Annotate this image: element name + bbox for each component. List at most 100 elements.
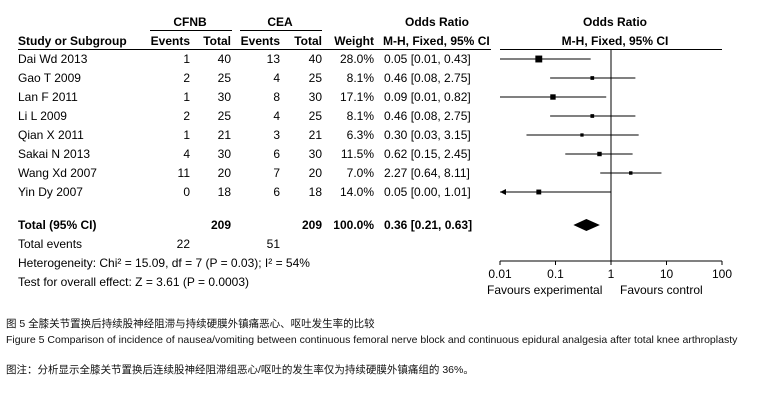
total2-value: 21	[308, 128, 322, 142]
odds-ratio-left-header: Odds Ratio	[404, 15, 469, 29]
overall-effect-text: Test for overall effect: Z = 3.61 (P = 0…	[18, 275, 250, 289]
events1-value: 2	[183, 71, 190, 85]
events2-value: 3	[273, 128, 280, 142]
point-estimate	[590, 76, 595, 80]
total1-column-header: Total	[203, 34, 231, 48]
weight-value: 17.1%	[339, 90, 374, 104]
total-events1: 22	[176, 237, 190, 251]
odds-ratio-right-header: Odds Ratio	[582, 15, 647, 29]
odds-ratio-text: 2.27 [0.64, 8.11]	[384, 166, 470, 180]
events1-column-header: Events	[150, 34, 190, 48]
group1-header: CFNB	[173, 15, 207, 29]
caption-chinese-title: 图 5 全膝关节置换后持续股神经阻滞与持续硬膜外镇痛恶心、呕吐发生率的比较	[6, 318, 375, 330]
x-axis-tick-label: 10	[660, 267, 674, 281]
events1-value: 4	[183, 147, 190, 161]
total2-value: 20	[308, 166, 322, 180]
point-estimate	[590, 114, 595, 118]
odds-ratio-text: 0.09 [0.01, 0.82]	[384, 90, 471, 104]
total2-value: 25	[308, 71, 322, 85]
weight-value: 14.0%	[339, 185, 374, 199]
total-events-label: Total events	[18, 237, 83, 251]
method-right-header: M-H, Fixed, 95% CI	[561, 34, 669, 48]
total2-value: 40	[308, 52, 322, 66]
point-estimate	[629, 171, 633, 175]
favours-control-label: Favours control	[620, 283, 703, 297]
caption-english-title: Figure 5 Comparison of incidence of naus…	[6, 334, 738, 346]
total2-sum: 209	[301, 218, 322, 232]
total1-value: 25	[217, 71, 231, 85]
favours-experimental-label: Favours experimental	[487, 283, 603, 297]
caption-chinese-note: 图注：分析显示全膝关节置换后连续股神经阻滞组恶心/呕吐的发生率仅为持续硬膜外镇痛…	[6, 364, 474, 376]
point-estimate	[550, 94, 556, 100]
forest-plot: 0.01 0.1 1 10 100	[488, 50, 732, 281]
point-estimate	[580, 133, 584, 137]
total1-value: 18	[217, 185, 231, 199]
total2-value: 18	[308, 185, 322, 199]
point-estimate	[535, 55, 543, 63]
events2-value: 13	[266, 52, 280, 66]
total2-value: 30	[308, 147, 322, 161]
weight-value: 8.1%	[346, 71, 374, 85]
x-axis-tick-label: 0.01	[488, 267, 512, 281]
events2-value: 7	[273, 166, 280, 180]
odds-ratio-text: 0.46 [0.08, 2.75]	[384, 71, 471, 85]
total1-value: 30	[217, 147, 231, 161]
header-rule-right	[500, 49, 722, 50]
study-name: Yin Dy 2007	[18, 185, 83, 199]
events1-value: 1	[183, 90, 190, 104]
odds-ratio-text: 0.46 [0.08, 2.75]	[384, 109, 471, 123]
odds-ratio-text: 0.30 [0.03, 3.15]	[384, 128, 471, 142]
total1-value: 30	[217, 90, 231, 104]
point-estimate	[597, 151, 602, 157]
heterogeneity-text: Heterogeneity: Chi² = 15.09, df = 7 (P =…	[18, 256, 310, 270]
study-name: Sakai N 2013	[18, 147, 91, 161]
weight-value: 28.0%	[339, 52, 374, 66]
x-axis-tick-label: 100	[712, 267, 732, 281]
odds-ratio-text: 0.62 [0.15, 2.45]	[384, 147, 471, 161]
study-name: Qian X 2011	[18, 128, 84, 142]
total-events2: 51	[266, 237, 280, 251]
point-estimate	[536, 189, 542, 195]
ci-arrow-left	[500, 189, 506, 195]
weight-value: 6.3%	[346, 128, 374, 142]
weight-value: 8.1%	[346, 109, 374, 123]
events2-value: 8	[273, 90, 280, 104]
total1-sum: 209	[210, 218, 231, 232]
study-name: Li L 2009	[18, 109, 67, 123]
events2-value: 4	[273, 71, 280, 85]
study-name: Dai Wd 2013	[18, 52, 88, 66]
events1-value: 1	[183, 128, 190, 142]
weight-value: 7.0%	[346, 166, 374, 180]
total1-value: 21	[217, 128, 231, 142]
study-name: Gao T 2009	[18, 71, 81, 85]
study-name: Wang Xd 2007	[18, 166, 97, 180]
events1-value: 0	[183, 185, 190, 199]
total-odds-ratio-text: 0.36 [0.21, 0.63]	[384, 218, 473, 232]
total-label: Total (95% CI)	[18, 218, 97, 232]
weight-column-header: Weight	[334, 34, 374, 48]
events2-column-header: Events	[240, 34, 280, 48]
study-name: Lan F 2011	[18, 90, 78, 104]
events1-value: 2	[183, 109, 190, 123]
events2-value: 4	[273, 109, 280, 123]
group2-underline	[240, 30, 322, 31]
total2-column-header: Total	[294, 34, 322, 48]
x-axis-tick-label: 0.1	[547, 267, 564, 281]
forest-plot-figure: CFNB CEA Odds Ratio Odds Ratio Study or …	[18, 15, 732, 297]
events2-value: 6	[273, 185, 280, 199]
pooled-diamond	[573, 219, 600, 231]
total1-value: 40	[217, 52, 231, 66]
total1-value: 20	[217, 166, 231, 180]
events2-value: 6	[273, 147, 280, 161]
x-axis-tick-label: 1	[608, 267, 615, 281]
forest-plot-marks: 0.01 0.1 1 10 100	[488, 50, 732, 281]
method-left-header: M-H, Fixed, 95% CI	[383, 34, 490, 48]
odds-ratio-text: 0.05 [0.00, 1.01]	[384, 185, 471, 199]
events1-value: 11	[177, 166, 190, 180]
total-weight: 100.0%	[333, 218, 374, 232]
header-rule-left	[18, 49, 491, 50]
weight-value: 11.5%	[340, 147, 374, 161]
total2-value: 25	[308, 109, 322, 123]
study-column-header: Study or Subgroup	[18, 34, 127, 48]
group2-header: CEA	[267, 15, 293, 29]
